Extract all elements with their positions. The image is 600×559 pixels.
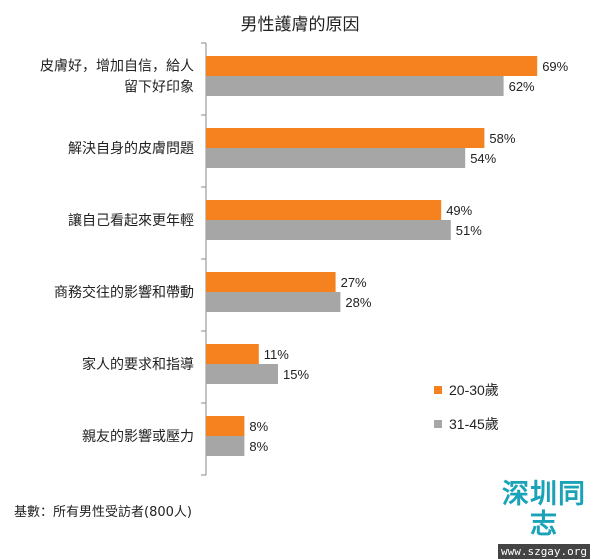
category-label: 家人的要求和指導: [82, 356, 194, 373]
legend-swatch: [434, 386, 442, 394]
data-label: 8%: [249, 419, 268, 434]
bar-series2: [206, 364, 278, 384]
bar-series1: [206, 416, 245, 436]
bar-series2: [206, 436, 245, 456]
category-label: 商務交往的影響和帶動: [54, 284, 194, 301]
data-label: 54%: [470, 151, 496, 166]
category-label: 親友的影響或壓力: [82, 428, 194, 445]
bar-series1: [206, 56, 538, 76]
data-label: 15%: [283, 367, 309, 382]
legend-label: 20-30歲: [449, 382, 499, 398]
legend-label: 31-45歲: [449, 416, 499, 432]
watermark-url: www.szgay.org: [497, 544, 591, 559]
bar-series2: [206, 292, 341, 312]
bar-series2: [206, 76, 504, 96]
watermark-title: 深圳同志: [502, 479, 586, 540]
data-label: 27%: [341, 275, 367, 290]
watermark-logo: 深圳同志 www.szgay.org: [492, 480, 596, 559]
legend-swatch: [434, 420, 442, 428]
category-label: 讓自己看起來更年輕: [68, 212, 194, 229]
category-label: 皮膚好，增加自信，給人: [40, 59, 194, 75]
data-label: 11%: [264, 347, 289, 362]
chart-title: 男性護膚的原因: [240, 15, 360, 35]
bar-series2: [206, 220, 451, 240]
bar-series1: [206, 272, 336, 292]
bar-series2: [206, 148, 466, 168]
data-label: 62%: [509, 79, 535, 94]
bar-series1: [206, 344, 259, 364]
category-label: 留下好印象: [124, 80, 194, 96]
data-label: 51%: [456, 223, 482, 238]
data-label: 58%: [489, 131, 515, 146]
bar-series1: [206, 200, 442, 220]
base-footnote: 基數：所有男性受訪者(800人): [14, 505, 192, 520]
data-label: 69%: [542, 59, 568, 74]
bar-series1: [206, 128, 485, 148]
data-label: 28%: [345, 295, 371, 310]
category-label: 解決自身的皮膚問題: [68, 141, 194, 157]
data-label: 8%: [249, 439, 268, 454]
data-label: 49%: [446, 203, 472, 218]
